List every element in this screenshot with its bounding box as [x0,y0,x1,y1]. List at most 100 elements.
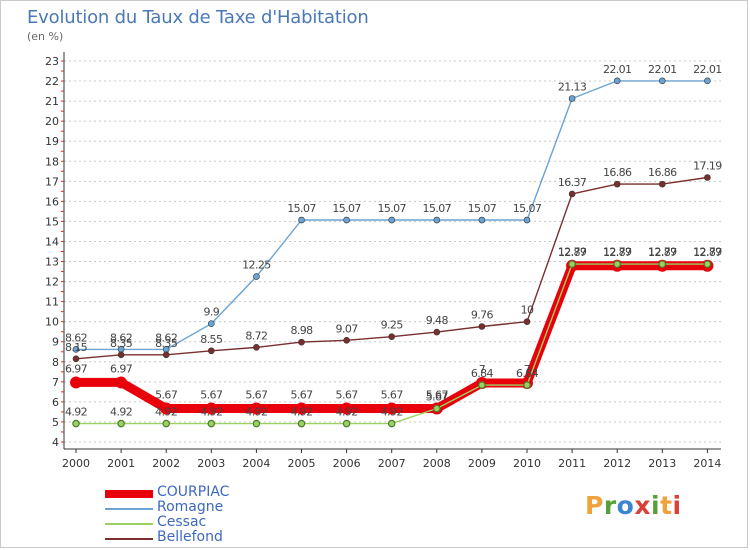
data-label-bellefond: 16.86 [603,166,632,179]
data-point-courpiac [340,402,353,415]
x-tick-label: 2005 [288,457,316,470]
data-label-romagne: 22.01 [693,63,722,76]
data-point-cessac [117,419,125,428]
x-tick-label: 2002 [152,457,180,470]
data-label-courpiac: 6.97 [110,362,133,375]
data-label-cessac: 4.92 [110,406,132,419]
data-point-bellefond [117,351,125,359]
data-label-courpiac: 5.67 [336,389,359,402]
data-label-bellefond: 9.25 [381,319,404,332]
data-label-cessac: 4.92 [290,406,312,419]
data-label-cessac: 4.92 [336,406,358,419]
data-label-bellefond: 8.98 [290,324,313,337]
data-label-cessac: 6.84 [516,367,539,380]
y-tick-label: 15 [45,215,59,228]
data-point-bellefond [613,180,621,188]
data-label-romagne: 8.62 [155,331,177,344]
x-tick-label: 2008 [423,457,451,470]
x-tick-label: 2000 [62,457,90,470]
y-tick-label: 10 [45,316,59,329]
data-label-bellefond: 8.35 [110,337,133,350]
data-point-cessac [162,419,171,428]
y-tick-label: 19 [45,135,59,148]
data-point-bellefond [658,180,666,188]
data-label-romagne: 15.07 [423,202,452,215]
data-label-cessac: 4.92 [155,406,177,419]
data-label-courpiac: 12.79 [603,246,632,259]
data-point-cessac [387,419,396,428]
data-label-bellefond: 8.35 [155,337,178,350]
x-tick-label: 2007 [378,457,406,470]
data-point-cessac [613,260,622,268]
data-point-romagne [613,77,621,85]
x-tick-label: 2006 [333,457,361,470]
x-tick-label: 2012 [603,457,631,470]
data-point-cessac [72,419,80,428]
data-label-romagne: 8.62 [110,331,132,344]
data-label-courpiac: 5.67 [381,389,404,402]
data-label-cessac: 4.92 [65,406,87,419]
data-label-romagne: 8.62 [65,331,87,344]
data-point-bellefond [704,174,711,181]
axis-layer: 4 5 6 7 8 9 10 11 12 13 14 15 16 17 18 19 20 21 22 23 2000 20… [45,52,721,470]
data-point-bellefond [568,190,576,198]
data-point-bellefond [208,347,215,355]
data-point-bellefond [72,355,80,363]
data-point-romagne [208,320,215,327]
x-tick-label: 2014 [693,457,721,470]
data-label-cessac: 12.87 [693,246,722,259]
data-label-bellefond: 16.37 [558,176,587,189]
data-point-courpiac [250,402,263,415]
data-point-romagne [388,216,396,224]
data-point-cessac [297,419,306,428]
data-label-courpiac: 5.67 [426,389,449,402]
data-label-romagne: 15.07 [513,202,542,215]
data-point-courpiac [295,402,308,415]
data-label-courpiac: 5.67 [155,389,178,402]
data-label-bellefond: 17.19 [693,160,722,173]
data-label-cessac: 4.92 [245,406,267,419]
data-point-bellefond [478,323,486,330]
data-label-romagne: 9.9 [203,306,219,319]
x-tick-label: 2013 [648,457,676,470]
legend-item-cessac: Cessac [105,514,305,532]
data-label-courpiac: 12.79 [648,246,677,259]
data-point-romagne [72,346,80,353]
legend-label-cessac: Cessac [157,514,207,530]
y-tick-label: 11 [45,296,59,309]
proxiti-logo: Proxiti [585,491,682,520]
legend-item-romagne: Romagne [105,499,305,517]
data-point-cessac [207,419,216,428]
data-label-cessac: 12.87 [603,246,632,259]
data-point-courpiac [385,402,398,415]
y-tick-label: 22 [45,75,59,88]
y-tick-label: 9 [52,336,59,349]
y-tick-label: 12 [45,276,59,289]
y-tick-label: 18 [45,155,59,168]
data-label-bellefond: 10 [521,304,534,317]
data-label-cessac: 4.92 [381,406,403,419]
data-label-romagne: 15.07 [332,202,361,215]
data-point-romagne [478,216,486,224]
data-point-romagne [568,95,576,102]
y-tick-label: 7 [52,376,59,389]
x-tick-label: 2011 [558,457,586,470]
data-label-courpiac: 12.79 [558,246,587,259]
data-label-romagne: 22.01 [648,63,677,76]
chart-title: Evolution du Taux de Taxe d'Habitation [27,7,369,28]
y-tick-label: 20 [45,115,59,128]
data-point-courpiac [205,402,218,415]
data-label-romagne: 15.07 [377,202,406,215]
data-label-bellefond: 8.55 [200,333,223,346]
data-label-bellefond: 8.15 [65,341,88,354]
data-label-cessac: 4.92 [200,406,222,419]
data-label-bellefond: 9.76 [471,308,494,321]
data-point-cessac [432,404,441,413]
x-tick-label: 2003 [197,457,225,470]
data-point-bellefond [298,338,305,346]
data-label-romagne: 22.01 [603,63,632,76]
x-tick-label: 2010 [513,457,541,470]
x-tick-label: 2009 [468,457,496,470]
legend-item-bellefond: Bellefond [105,529,305,547]
y-tick-label: 13 [45,256,59,269]
